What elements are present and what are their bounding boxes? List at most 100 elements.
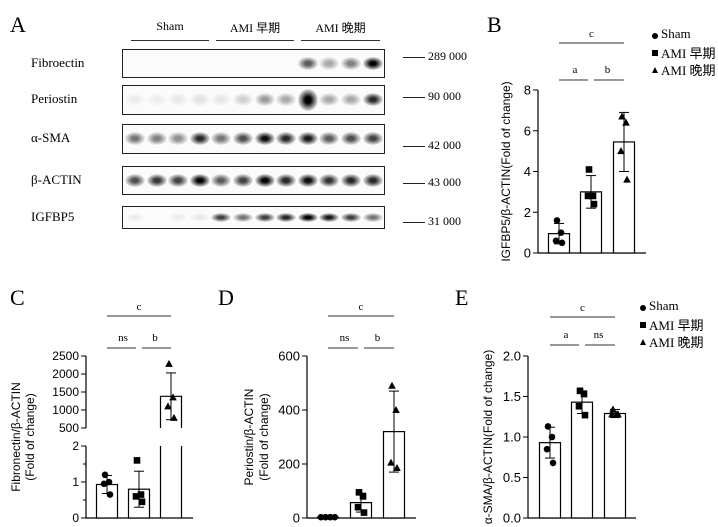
data-point-square (359, 493, 367, 500)
y-tick-label: 1.0 (503, 430, 521, 445)
blot-row-label: β-ACTIN (31, 171, 82, 187)
blot-band (125, 132, 145, 145)
mw-marker-line (403, 146, 425, 147)
data-point-square (132, 493, 140, 500)
blot-band (168, 56, 189, 70)
blot-band (168, 132, 189, 145)
y-tick-label: 2500 (52, 349, 79, 363)
mw-label: 289 000 (428, 49, 467, 63)
data-point-circle (558, 239, 566, 247)
y-axis-label: Fibronectin/β-ACTIN (9, 382, 23, 492)
blot-strip (122, 85, 385, 115)
data-point-circle (101, 471, 109, 479)
data-point-triangle (170, 413, 178, 421)
blot-band (254, 212, 275, 222)
blot-band (125, 212, 145, 222)
blot-band (276, 56, 297, 70)
y-tick-label: 2.0 (503, 349, 521, 364)
legend-marker-circle-icon (652, 33, 658, 39)
data-point-circle (552, 237, 560, 245)
legend-label: AMI 晚期 (649, 335, 704, 350)
data-point-square (589, 192, 597, 200)
significance-label: b (375, 332, 381, 344)
blot-band (211, 93, 232, 106)
significance-label: c (580, 302, 585, 314)
significance-label: a (573, 64, 578, 76)
data-point-circle (100, 480, 108, 488)
blot-group-line (131, 40, 209, 41)
blot-band (211, 132, 232, 145)
blot-band (362, 93, 383, 106)
y-tick-label: 400 (278, 403, 300, 418)
significance-label: ns (594, 329, 604, 341)
blot-band (297, 88, 318, 111)
legend-marker-triangle-icon (652, 67, 658, 73)
legend-label: Sham (649, 298, 679, 313)
blot-band (125, 93, 145, 106)
blot-band (146, 56, 167, 70)
y-tick-label: 4 (524, 164, 531, 179)
blot-band (362, 56, 383, 70)
blot-band (362, 132, 383, 145)
mw-label: 43 000 (428, 175, 461, 189)
y-tick-label: 1.5 (503, 389, 521, 404)
blot-strip (122, 206, 385, 229)
blot-strip (122, 166, 385, 195)
significance-label: b (605, 64, 611, 76)
y-tick-label: 600 (278, 349, 300, 364)
blot-group-line (216, 40, 294, 41)
panel-label-b: B (487, 12, 502, 37)
data-point-circle (557, 229, 565, 236)
blot-band (341, 93, 361, 106)
data-point-circle (326, 513, 334, 521)
blot-band (211, 56, 232, 70)
blot-band (254, 173, 275, 187)
blot-band (189, 212, 210, 222)
data-point-triangle (393, 464, 401, 472)
data-point-circle (106, 491, 114, 498)
blot-band (276, 173, 297, 187)
blot-band (341, 212, 361, 222)
blot-band (125, 56, 145, 70)
y-axis-label-line2: (Fold of change) (23, 393, 37, 480)
bar (603, 412, 627, 519)
panel-label-c: C (10, 285, 25, 310)
y-tick-label: 2 (524, 205, 531, 220)
data-point-square (360, 509, 368, 516)
y-tick-label: 1500 (52, 385, 79, 399)
blot-band (362, 212, 383, 222)
blot-band (189, 132, 210, 145)
data-point-circle (548, 433, 556, 441)
blot-band (297, 56, 318, 70)
blot-band (168, 173, 189, 187)
y-tick-label: 0 (72, 511, 79, 525)
blot-band (233, 132, 253, 145)
significance-label: c (589, 28, 594, 40)
blot-band (168, 212, 189, 222)
blot-band (276, 212, 297, 222)
blot-band (297, 132, 318, 145)
y-tick-label: 2000 (52, 367, 79, 381)
blot-group-label: AMI 早期 (229, 21, 281, 35)
data-point-triangle (622, 118, 630, 126)
significance-label: ns (118, 332, 128, 344)
data-point-triangle (388, 381, 396, 389)
blot-band (297, 173, 318, 187)
blot-group-line (301, 40, 380, 41)
legend-marker-square-icon (652, 50, 658, 56)
y-axis-label: Periostin/β-ACTIN (242, 389, 256, 486)
blot-band (189, 56, 210, 70)
blot-band (168, 93, 189, 106)
y-tick-label: 500 (59, 421, 79, 435)
legend-label: AMI 早期 (649, 318, 704, 333)
mw-label: 42 000 (428, 138, 461, 152)
blot-row-label: α-SMA (31, 130, 71, 145)
data-point-square (575, 402, 583, 410)
blot-band (297, 212, 318, 222)
significance-label: a (564, 329, 569, 341)
blot-band (319, 173, 340, 187)
y-tick-label: 6 (524, 123, 531, 138)
blot-band (146, 212, 167, 222)
y-tick-label: 0.5 (503, 470, 521, 485)
data-point-triangle (623, 175, 631, 183)
